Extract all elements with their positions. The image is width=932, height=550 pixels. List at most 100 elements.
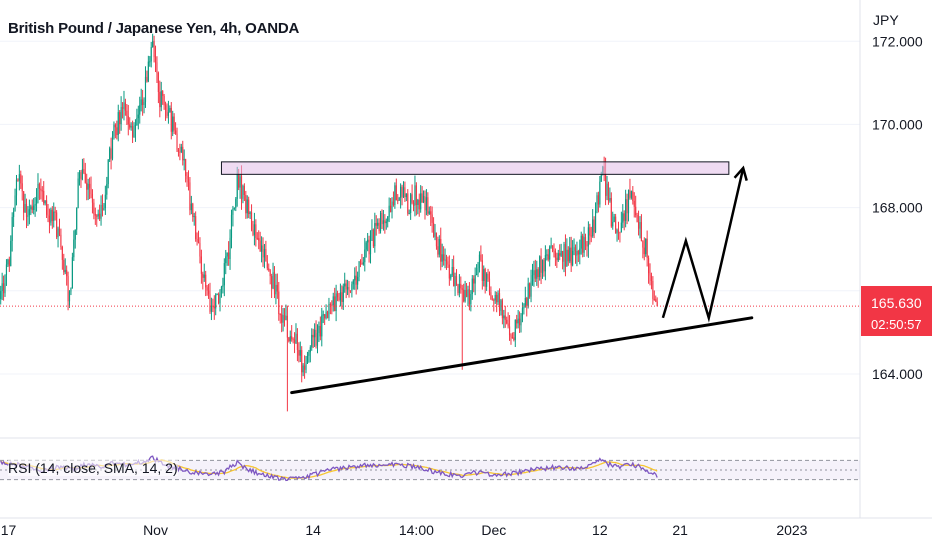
candle[interactable] — [132, 120, 134, 144]
candle[interactable] — [328, 297, 330, 321]
candle[interactable] — [304, 355, 306, 379]
candle[interactable] — [106, 176, 108, 200]
candle[interactable] — [375, 215, 377, 236]
candle[interactable] — [438, 235, 440, 258]
candle[interactable] — [265, 240, 267, 262]
candle[interactable] — [453, 255, 455, 287]
candle[interactable] — [574, 244, 577, 264]
candle[interactable] — [470, 290, 472, 312]
candle[interactable] — [458, 274, 460, 298]
candle[interactable] — [255, 219, 257, 247]
candle[interactable] — [283, 308, 286, 327]
candle[interactable] — [250, 204, 253, 232]
candle[interactable] — [38, 182, 40, 200]
candle[interactable] — [513, 332, 515, 342]
candle[interactable] — [410, 192, 412, 220]
candle[interactable] — [461, 284, 463, 370]
candle[interactable] — [266, 255, 268, 271]
candle[interactable] — [511, 332, 513, 339]
candle[interactable] — [344, 272, 346, 293]
candle[interactable] — [640, 214, 642, 242]
candle[interactable] — [190, 195, 192, 215]
candle[interactable] — [14, 188, 16, 212]
candle[interactable] — [309, 345, 311, 363]
candle[interactable] — [269, 269, 271, 285]
candle[interactable] — [480, 245, 482, 262]
candle[interactable] — [94, 207, 96, 225]
candle[interactable] — [233, 207, 235, 211]
candle[interactable] — [110, 137, 112, 170]
candle[interactable] — [262, 237, 264, 267]
candle[interactable] — [117, 104, 119, 142]
candle[interactable] — [412, 200, 415, 212]
candle[interactable] — [324, 313, 326, 325]
candle[interactable] — [514, 319, 516, 348]
candle[interactable] — [569, 236, 571, 264]
candle[interactable] — [120, 96, 122, 131]
candle[interactable] — [199, 237, 201, 264]
candle[interactable] — [200, 249, 202, 284]
candle[interactable] — [434, 224, 436, 241]
candle[interactable] — [298, 342, 300, 363]
candle[interactable] — [347, 279, 349, 296]
candle[interactable] — [546, 249, 548, 261]
candle[interactable] — [382, 210, 384, 231]
candle[interactable] — [465, 282, 468, 298]
candle[interactable] — [0, 285, 2, 305]
candle[interactable] — [121, 102, 124, 119]
candle[interactable] — [229, 229, 231, 270]
candle[interactable] — [195, 211, 197, 242]
candle[interactable] — [549, 245, 551, 267]
candle[interactable] — [119, 110, 121, 134]
candle[interactable] — [642, 240, 644, 259]
candle[interactable] — [361, 253, 363, 265]
candle[interactable] — [43, 181, 45, 206]
candle[interactable] — [48, 208, 51, 234]
candle[interactable] — [302, 363, 304, 377]
candle[interactable] — [103, 203, 105, 211]
candle[interactable] — [348, 281, 350, 298]
candle[interactable] — [460, 276, 462, 294]
candle[interactable] — [291, 325, 293, 342]
candle[interactable] — [556, 252, 558, 268]
candle[interactable] — [308, 349, 310, 363]
candle[interactable] — [394, 182, 396, 209]
candle[interactable] — [31, 199, 33, 214]
candle[interactable] — [334, 287, 336, 312]
candle[interactable] — [322, 310, 324, 324]
candle[interactable] — [160, 81, 162, 112]
candle[interactable] — [133, 122, 135, 138]
candle[interactable] — [28, 199, 30, 225]
candle[interactable] — [510, 333, 512, 345]
candle[interactable] — [415, 182, 417, 216]
candle[interactable] — [463, 283, 465, 303]
candle[interactable] — [626, 193, 628, 225]
candle[interactable] — [318, 321, 320, 343]
candle[interactable] — [316, 324, 319, 354]
candle[interactable] — [5, 259, 8, 286]
candle[interactable] — [648, 255, 650, 284]
candle[interactable] — [116, 120, 118, 140]
candle[interactable] — [282, 308, 284, 332]
candle[interactable] — [296, 328, 298, 362]
candle[interactable] — [401, 184, 403, 206]
candle[interactable] — [454, 272, 456, 297]
candle[interactable] — [113, 121, 115, 140]
candle[interactable] — [170, 102, 172, 140]
candle[interactable] — [140, 88, 142, 112]
candle[interactable] — [445, 254, 448, 270]
candle[interactable] — [223, 258, 225, 297]
candle[interactable] — [526, 296, 528, 317]
candle[interactable] — [365, 240, 367, 258]
candle[interactable] — [368, 235, 370, 263]
candle[interactable] — [285, 304, 287, 321]
candle[interactable] — [529, 282, 531, 299]
candle[interactable] — [261, 236, 263, 263]
candle[interactable] — [123, 90, 125, 121]
candle[interactable] — [315, 320, 317, 349]
candle[interactable] — [543, 258, 545, 277]
candle[interactable] — [126, 103, 128, 125]
candle[interactable] — [172, 110, 174, 137]
candle[interactable] — [156, 56, 158, 83]
